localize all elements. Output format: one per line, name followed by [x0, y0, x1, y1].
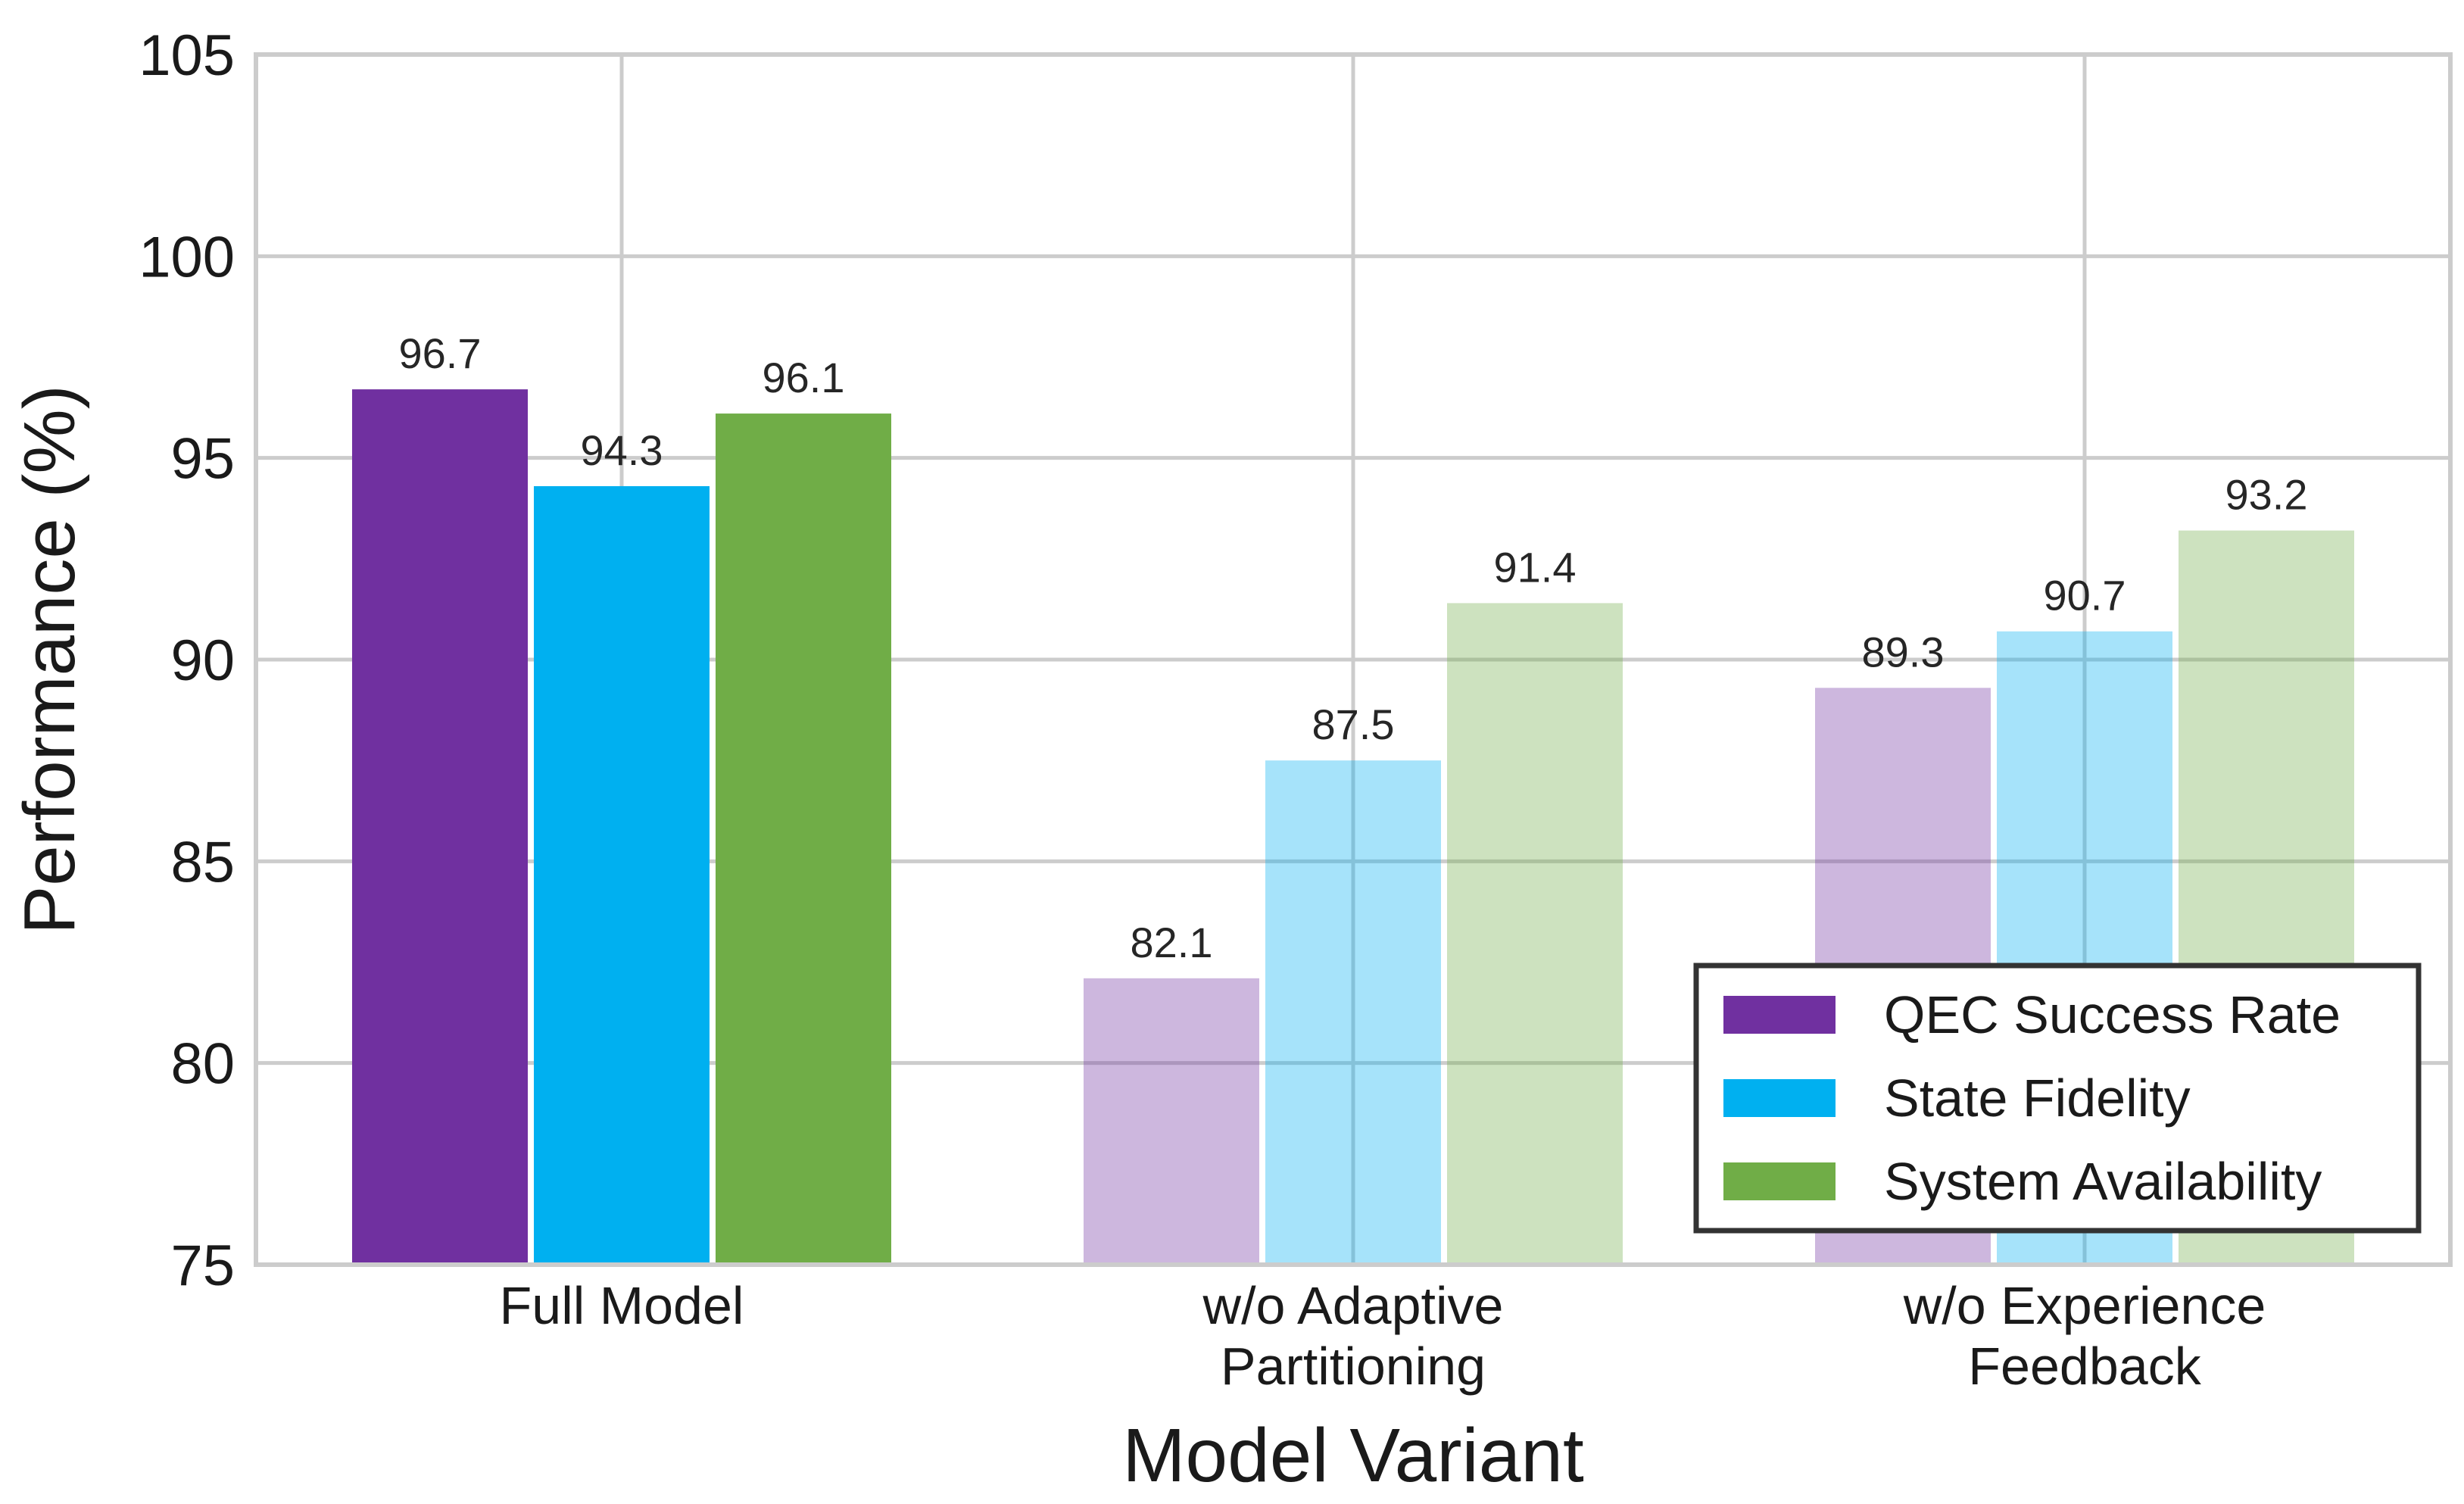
- y-tick-label: 85: [170, 830, 235, 894]
- y-tick-label: 95: [170, 427, 235, 491]
- bar-value-label: 91.4: [1494, 543, 1577, 591]
- bar-value-label: 89.3: [1862, 628, 1945, 676]
- legend-label: State Fidelity: [1884, 1069, 2191, 1128]
- legend-swatch: [1723, 1162, 1836, 1200]
- x-tick-label: Full Model: [500, 1276, 744, 1335]
- bar: [534, 485, 710, 1265]
- y-tick-label: 80: [170, 1032, 235, 1097]
- legend-label: System Availability: [1884, 1152, 2322, 1211]
- bar: [352, 389, 528, 1265]
- bar-value-label: 87.5: [1312, 701, 1395, 748]
- y-tick-label: 105: [139, 23, 235, 88]
- bar-value-labels: 96.7 94.3 96.1 82.1 87.5 91.4 89.3 90.7 93.2: [399, 329, 2308, 966]
- bar-value-label: 90.7: [2044, 572, 2126, 619]
- bar-value-label: 94.3: [581, 426, 663, 474]
- bar: [1447, 603, 1623, 1265]
- bar-value-label: 96.7: [399, 329, 482, 377]
- legend-swatch: [1723, 1079, 1836, 1117]
- x-tick-label: w/o Experience: [1903, 1276, 2266, 1335]
- x-axis-title: Model Variant: [1122, 1413, 1584, 1498]
- legend: QEC Success Rate State Fidelity System Ava…: [1693, 963, 2422, 1234]
- x-tick-label: Feedback: [1968, 1337, 2201, 1396]
- bar: [1265, 760, 1441, 1265]
- x-tick-label: Partitioning: [1221, 1337, 1486, 1396]
- bar-value-label: 96.1: [763, 354, 845, 401]
- y-tick-label: 100: [139, 225, 235, 289]
- y-tick-label: 90: [170, 629, 235, 693]
- x-tick-label: w/o Adaptive: [1202, 1276, 1504, 1335]
- y-axis-ticks: 75 80 85 90 95 100 105: [139, 23, 235, 1298]
- y-axis-title: Performance (%): [9, 385, 90, 935]
- bar-value-label: 93.2: [2225, 471, 2308, 519]
- y-tick-label: 75: [170, 1234, 235, 1298]
- legend-label: QEC Success Rate: [1884, 985, 2341, 1044]
- legend-swatch: [1723, 996, 1836, 1034]
- bar: [1084, 978, 1259, 1265]
- bar-value-label: 82.1: [1131, 919, 1213, 966]
- plot-frame: [254, 52, 2453, 1267]
- bar: [716, 413, 891, 1265]
